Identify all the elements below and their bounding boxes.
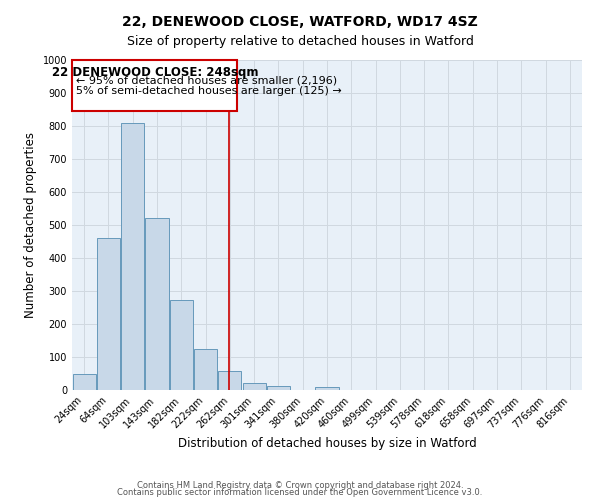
Bar — [194, 349, 217, 390]
Y-axis label: Number of detached properties: Number of detached properties — [24, 132, 37, 318]
Bar — [73, 374, 95, 390]
Text: Contains public sector information licensed under the Open Government Licence v3: Contains public sector information licen… — [118, 488, 482, 497]
Text: Size of property relative to detached houses in Watford: Size of property relative to detached ho… — [127, 35, 473, 48]
Bar — [316, 388, 338, 390]
FancyBboxPatch shape — [73, 60, 237, 111]
Bar — [145, 218, 169, 390]
Bar — [170, 300, 193, 390]
Bar — [218, 371, 241, 390]
Bar — [97, 238, 120, 390]
Text: ← 95% of detached houses are smaller (2,196): ← 95% of detached houses are smaller (2,… — [76, 76, 337, 86]
Bar — [267, 386, 290, 390]
Text: 22, DENEWOOD CLOSE, WATFORD, WD17 4SZ: 22, DENEWOOD CLOSE, WATFORD, WD17 4SZ — [122, 15, 478, 29]
Text: 5% of semi-detached houses are larger (125) →: 5% of semi-detached houses are larger (1… — [76, 86, 342, 96]
Text: Contains HM Land Registry data © Crown copyright and database right 2024.: Contains HM Land Registry data © Crown c… — [137, 480, 463, 490]
Bar — [242, 382, 266, 390]
Bar — [121, 122, 144, 390]
Text: 22 DENEWOOD CLOSE: 248sqm: 22 DENEWOOD CLOSE: 248sqm — [52, 66, 258, 79]
X-axis label: Distribution of detached houses by size in Watford: Distribution of detached houses by size … — [178, 437, 476, 450]
